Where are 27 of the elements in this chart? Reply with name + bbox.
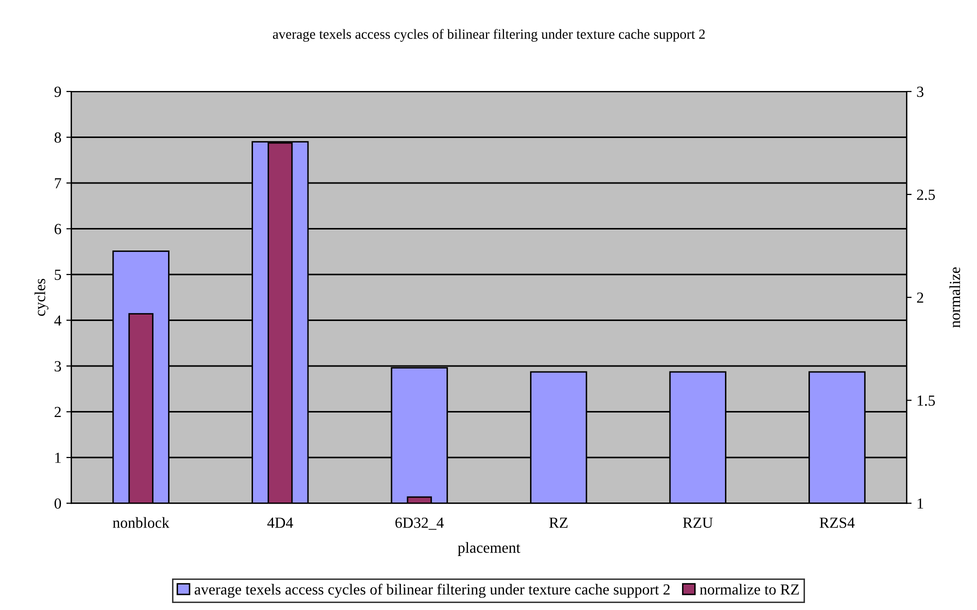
y2-tick-label: 2	[917, 292, 924, 303]
legend-label: average texels access cycles of bilinear filtering under texture cache support 2	[194, 584, 670, 598]
y-tick-label: 4	[54, 315, 62, 326]
y2-axis-title: normalize	[949, 267, 960, 328]
y2-tick-label: 1.5	[918, 396, 935, 406]
y-tick-label: 0	[54, 498, 62, 509]
x-tick-label: nonblock	[112, 517, 170, 528]
legend-label: normalize to RZ	[700, 584, 799, 595]
x-tick-label: 4D4	[267, 518, 294, 528]
y2-tick-label: 3	[917, 86, 924, 97]
y-tick-label: 8	[54, 132, 62, 143]
y-tick-label: 3	[54, 361, 61, 372]
x-axis-title: placement	[458, 542, 520, 556]
x-tick-label: RZS4	[820, 518, 855, 528]
chart-title: average texels access cycles of bilinear filtering under texture cache support 2	[272, 28, 705, 42]
y-tick-label: 5	[54, 270, 61, 280]
x-tick-label: 6D32_4	[395, 518, 444, 530]
y-tick-label: 6	[54, 224, 62, 234]
y-tick-label: 1	[55, 452, 61, 463]
y-tick-label: 7	[54, 178, 62, 188]
y-axis-title: cycles	[34, 278, 48, 316]
y2-tick-label: 2.5	[917, 190, 935, 200]
y2-tick-label: 1	[918, 498, 924, 509]
x-tick-label: RZU	[682, 518, 713, 528]
x-tick-label: RZ	[549, 518, 568, 528]
y-tick-label: 2	[54, 406, 61, 418]
y-tick-label: 9	[54, 86, 61, 97]
